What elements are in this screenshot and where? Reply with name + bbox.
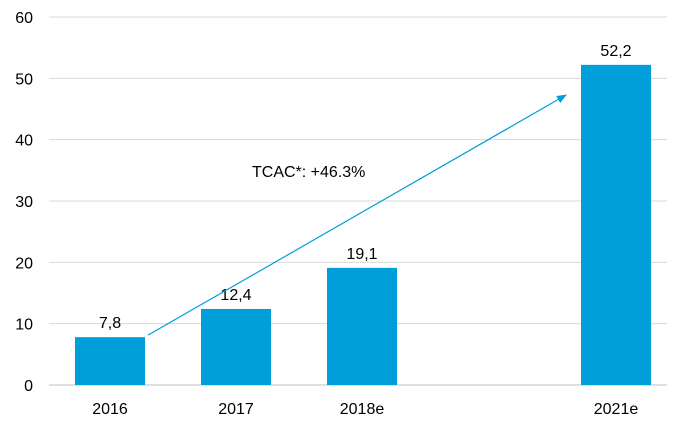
bar-2018e (327, 267, 397, 385)
bar-2016 (75, 337, 145, 385)
data-label-2016: 7,8 (99, 315, 121, 332)
growth-annotation-text: TCAC*: +46.3% (252, 164, 365, 181)
data-label-2017: 12,4 (220, 287, 251, 304)
bars (75, 64, 651, 385)
x-tick-label-2021e: 2021e (594, 401, 639, 418)
x-tick-label-2017: 2017 (218, 401, 254, 418)
bar-2017 (201, 308, 271, 385)
growth-arrow (147, 94, 567, 336)
gridlines (49, 16, 667, 386)
x-tick-label-2016: 2016 (92, 401, 128, 418)
y-tick-label: 30 (15, 194, 33, 211)
data-label-2018e: 19,1 (346, 246, 377, 263)
y-tick-label: 20 (15, 255, 33, 272)
bar-2021e (581, 64, 651, 385)
y-tick-label: 40 (15, 133, 33, 150)
data-label-2021e: 52,2 (600, 43, 631, 60)
y-tick-label: 60 (15, 10, 33, 27)
data-labels: 7,8 12,4 19,1 52,2 (99, 43, 632, 332)
x-tick-label-2018e: 2018e (340, 401, 385, 418)
y-axis-ticks: 0 10 20 30 40 50 60 (15, 10, 33, 395)
y-tick-label: 50 (15, 71, 33, 88)
y-tick-label: 10 (15, 317, 33, 334)
x-axis-ticks: 2016 2017 2018e 2021e (92, 401, 638, 418)
growth-annotation: TCAC*: +46.3% (147, 94, 567, 336)
y-tick-label: 0 (24, 378, 33, 395)
